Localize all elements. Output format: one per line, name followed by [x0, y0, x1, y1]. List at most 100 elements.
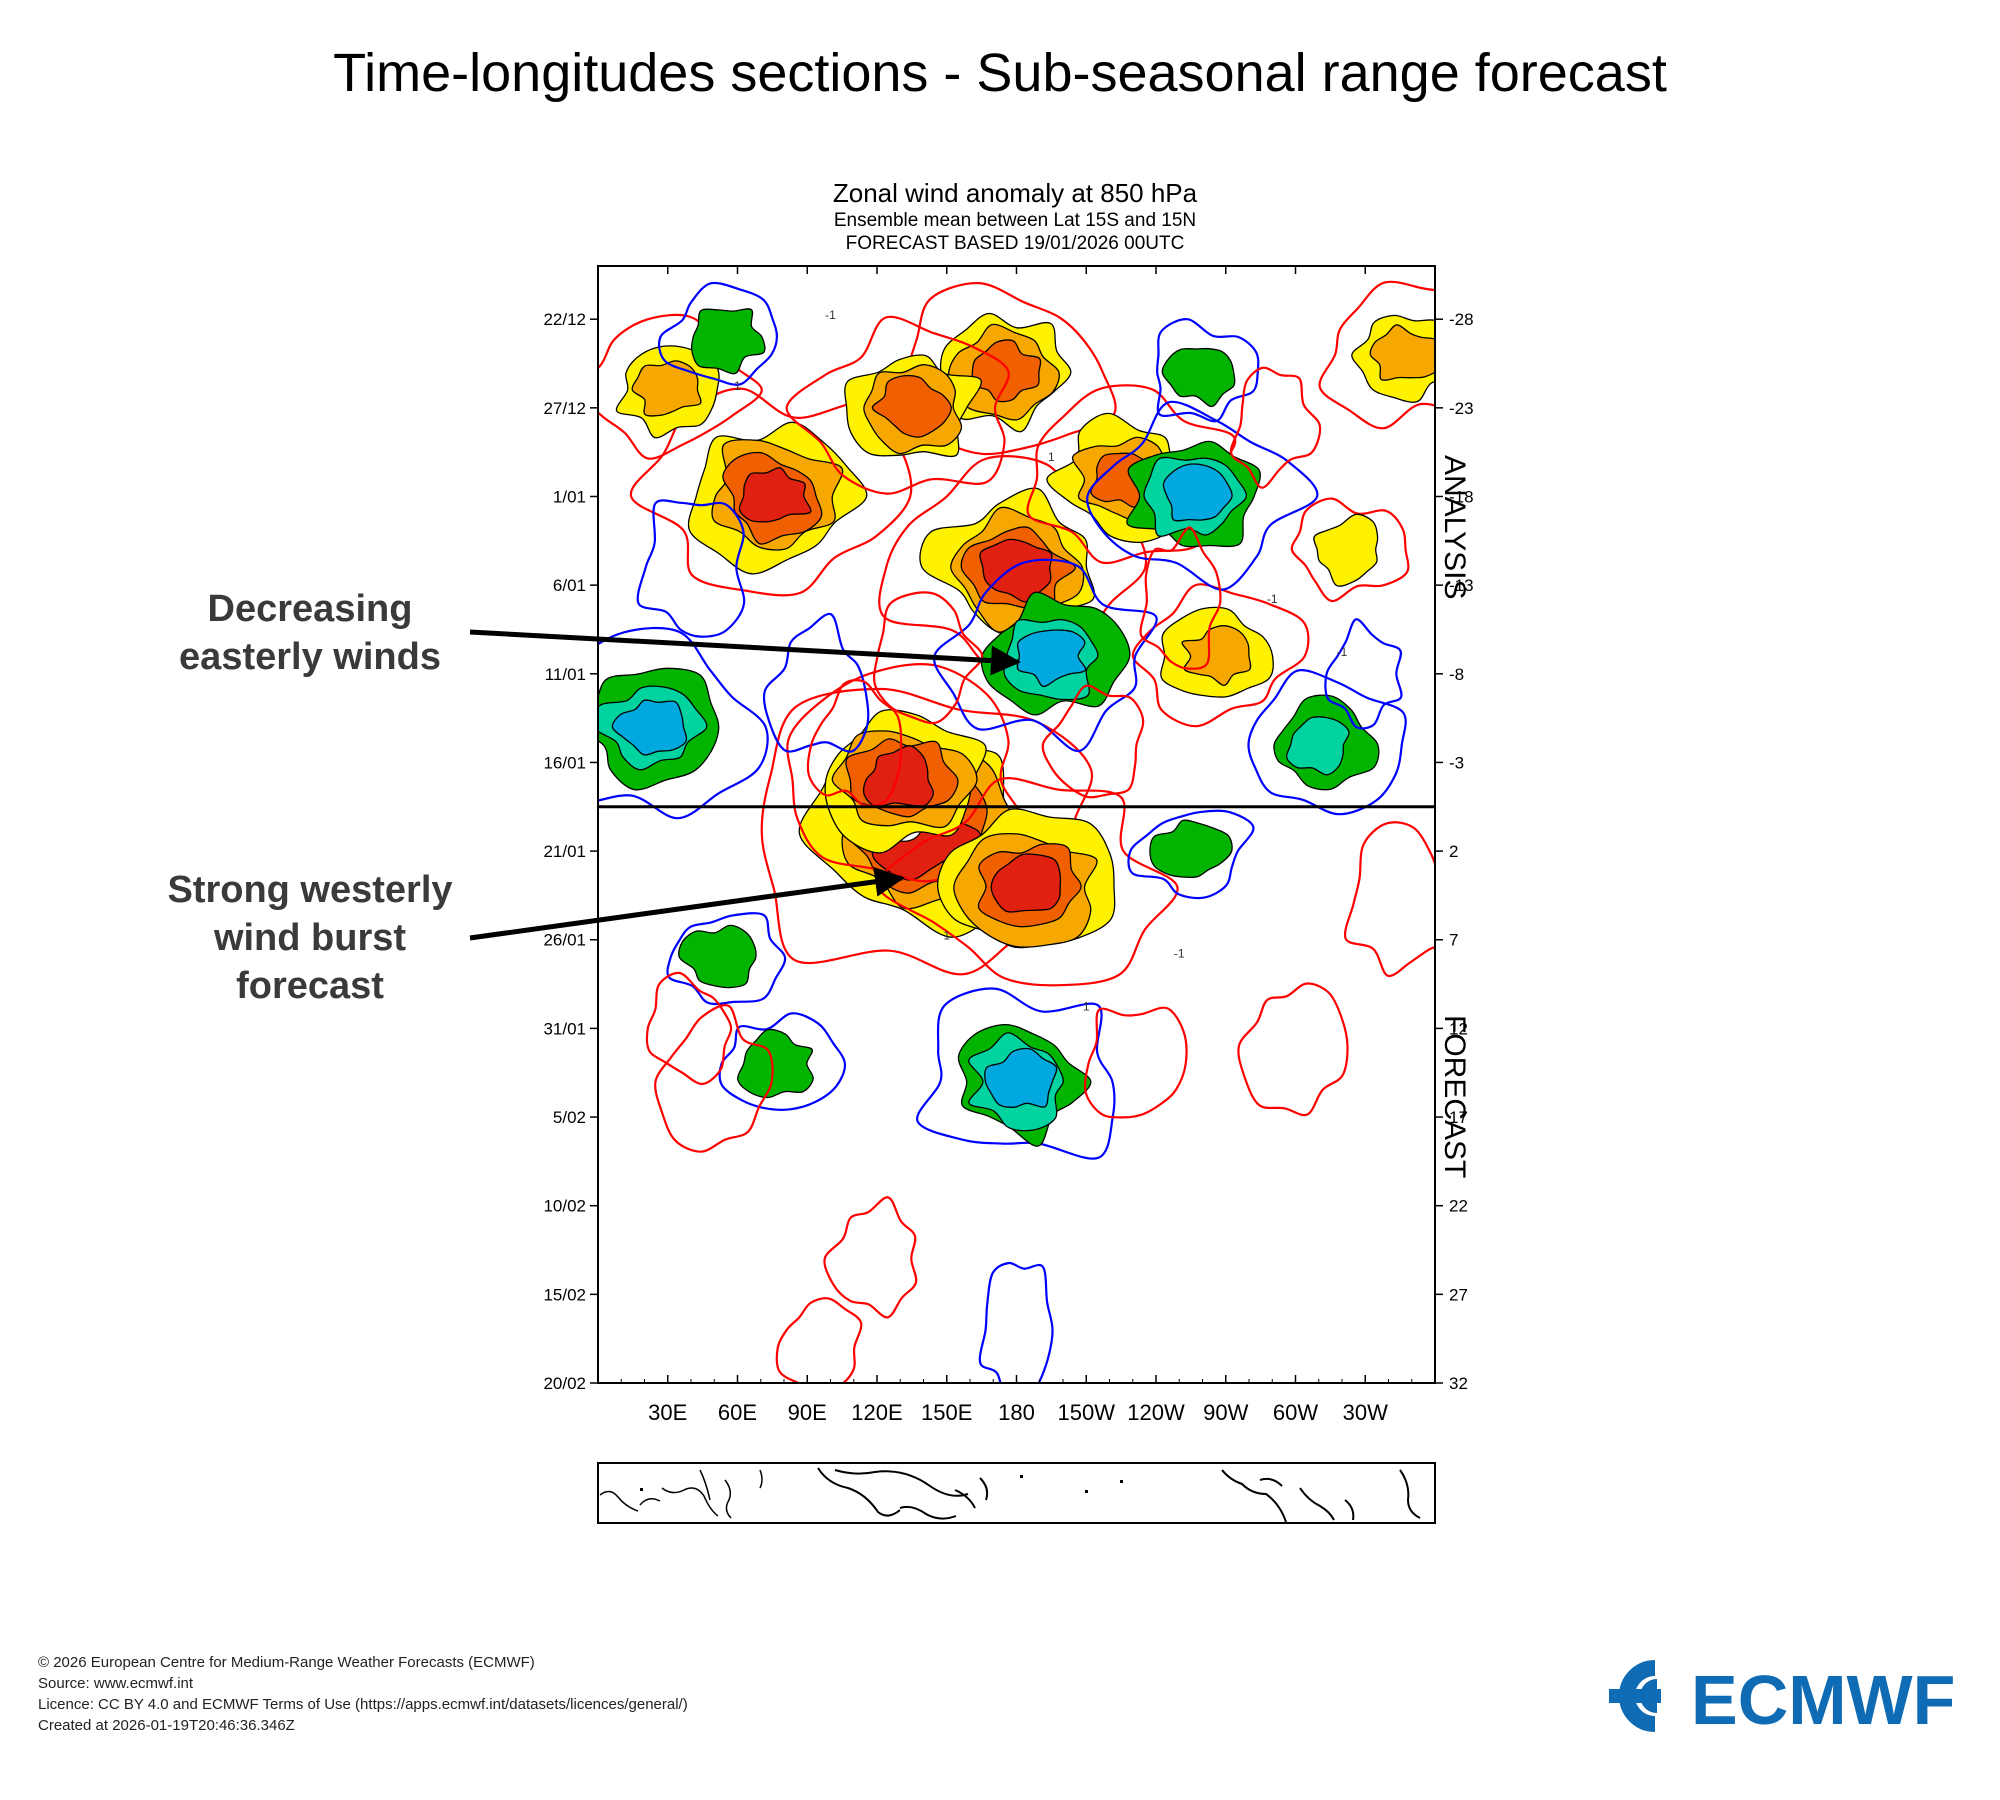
x-tick-label: 60W [1273, 1400, 1318, 1425]
easterly-anomaly [1247, 669, 1407, 816]
easterly-anomaly [916, 987, 1116, 1160]
contour-fill [1161, 347, 1236, 408]
footer: © 2026 European Centre for Medium-Range … [38, 1652, 688, 1736]
footer-copyright: © 2026 European Centre for Medium-Range … [38, 1654, 535, 1671]
westerly-anomaly [630, 387, 913, 597]
footer-source: Source: www.ecmwf.int [38, 1675, 194, 1692]
y-tick-label-right: 27 [1449, 1285, 1468, 1304]
contour-value-label: 1 [1083, 1000, 1090, 1014]
y-tick-label-left: 27/12 [543, 399, 586, 418]
contour-line [1041, 684, 1145, 799]
contour-fill [984, 1047, 1058, 1108]
contour-line [1139, 526, 1222, 670]
footer-created: Created at 2026-01-19T20:46:36.346Z [38, 1717, 295, 1734]
westerly-anomaly [598, 313, 763, 460]
contour-fill [1149, 819, 1233, 879]
chart-subtitle: Ensemble mean between Lat 15S and 15N [833, 210, 1197, 231]
x-tick-label: 60E [718, 1400, 757, 1425]
westerly-anomaly [785, 315, 1010, 495]
x-tick-label: 120E [851, 1400, 902, 1425]
y-tick-label-left: 31/01 [543, 1019, 586, 1038]
world-map-strip [597, 1462, 1436, 1524]
contour-fill [631, 360, 702, 417]
axes: 30E 60E 90E 120E 150E 180 150W 120W 90W 60W 30W 22/… [543, 266, 1474, 1425]
contour-value-label: 1 [734, 379, 741, 393]
chart-title: Zonal wind anomaly at 850 hPa [832, 178, 1198, 208]
y-tick-label-right: 22 [1449, 1197, 1468, 1216]
y-tick-label-right: 2 [1449, 842, 1458, 861]
y-tick-label-left: 21/01 [543, 842, 586, 861]
easterly-anomaly [657, 281, 779, 386]
contour-value-label: 1 [943, 929, 950, 943]
x-tick-label: 90E [788, 1400, 827, 1425]
contour-line [978, 1261, 1054, 1383]
x-tick-label: 180 [998, 1400, 1035, 1425]
contour-line [645, 971, 733, 1086]
ecmwf-logo: ECMWF [1609, 1660, 1955, 1734]
contour-line [654, 1004, 774, 1153]
contour-fill [1313, 513, 1379, 587]
contour-line [666, 912, 787, 1006]
contour-fill [1181, 625, 1252, 687]
x-tick-label: 120W [1127, 1400, 1185, 1425]
contour-fill [678, 924, 757, 989]
contour-line [1324, 618, 1403, 730]
contour-line [1156, 318, 1260, 423]
annotation-westerly-burst: Strong westerly wind burst forecast [167, 869, 453, 1007]
annotation-decreasing-easterly: Decreasing easterly winds [179, 588, 441, 678]
page-title: Time-longitudes sections - Sub-seasonal … [333, 43, 1667, 103]
x-tick-label: 150W [1058, 1400, 1116, 1425]
y-tick-label-right: 32 [1449, 1374, 1468, 1393]
forecast-label: FORECAST [1438, 1015, 1471, 1178]
contour-fill [1285, 716, 1350, 776]
ecmwf-logo-mark [1609, 1660, 1661, 1732]
contour-fill [990, 853, 1062, 913]
y-tick-label-right: 12 [1449, 1019, 1468, 1038]
y-tick-label-right: -28 [1449, 310, 1474, 329]
contour-line [1290, 497, 1410, 603]
contour-line [1026, 384, 1237, 565]
y-tick-label-left: 6/01 [553, 576, 586, 595]
ecmwf-logo-text: ECMWF [1691, 1661, 1955, 1734]
easterly-anomaly [666, 912, 787, 1006]
y-tick-label-left: 20/02 [543, 1374, 586, 1393]
y-tick-label-left: 11/01 [545, 665, 586, 684]
y-tick-label-right: -3 [1449, 753, 1464, 772]
westerly-anomaly [786, 663, 1026, 883]
contour-labels: -1 1 -1 1 -1 1 -1 1 [734, 308, 1348, 1013]
y-tick-label-left: 26/01 [543, 931, 586, 950]
contour-value-label: -1 [1337, 645, 1348, 659]
contour-line [1086, 400, 1319, 591]
contour-line [598, 626, 769, 820]
y-tick-label-left: 1/01 [553, 487, 586, 506]
arrow-easterly [469, 629, 1021, 676]
y-tick-label-left: 15/02 [543, 1285, 586, 1304]
contour-fill [737, 1028, 814, 1099]
contour-line [823, 1196, 918, 1319]
westerly-anomaly [1290, 497, 1410, 603]
contour-line [1127, 809, 1255, 900]
easterly-anomaly [1127, 809, 1255, 900]
contour-line [1343, 821, 1435, 978]
contour-value-label: -1 [1174, 946, 1185, 960]
y-tick-label-left: 5/02 [553, 1108, 586, 1127]
easterly-anomaly [598, 626, 769, 820]
contour-value-label: 1 [1048, 450, 1055, 464]
y-tick-label-left: 22/12 [543, 310, 586, 329]
footer-licence: Licence: CC BY 4.0 and ECMWF Terms of Us… [38, 1696, 688, 1713]
contour-line [1083, 1006, 1188, 1119]
contour-fill [871, 374, 952, 438]
contour-fill [611, 699, 688, 756]
contour-value-label: -1 [825, 308, 836, 322]
x-tick-label: 30E [648, 1400, 687, 1425]
contour-fill [1162, 463, 1233, 522]
westerly-anomaly [1131, 583, 1310, 728]
y-tick-label-left: 16/01 [543, 753, 586, 772]
contour-fill [690, 308, 766, 375]
contour-line [1318, 280, 1435, 430]
y-tick-label-left: 10/02 [543, 1197, 586, 1216]
contour-line [762, 612, 870, 753]
x-tick-label: 90W [1203, 1400, 1248, 1425]
contour-line [775, 1297, 863, 1383]
contour-line [657, 281, 779, 386]
